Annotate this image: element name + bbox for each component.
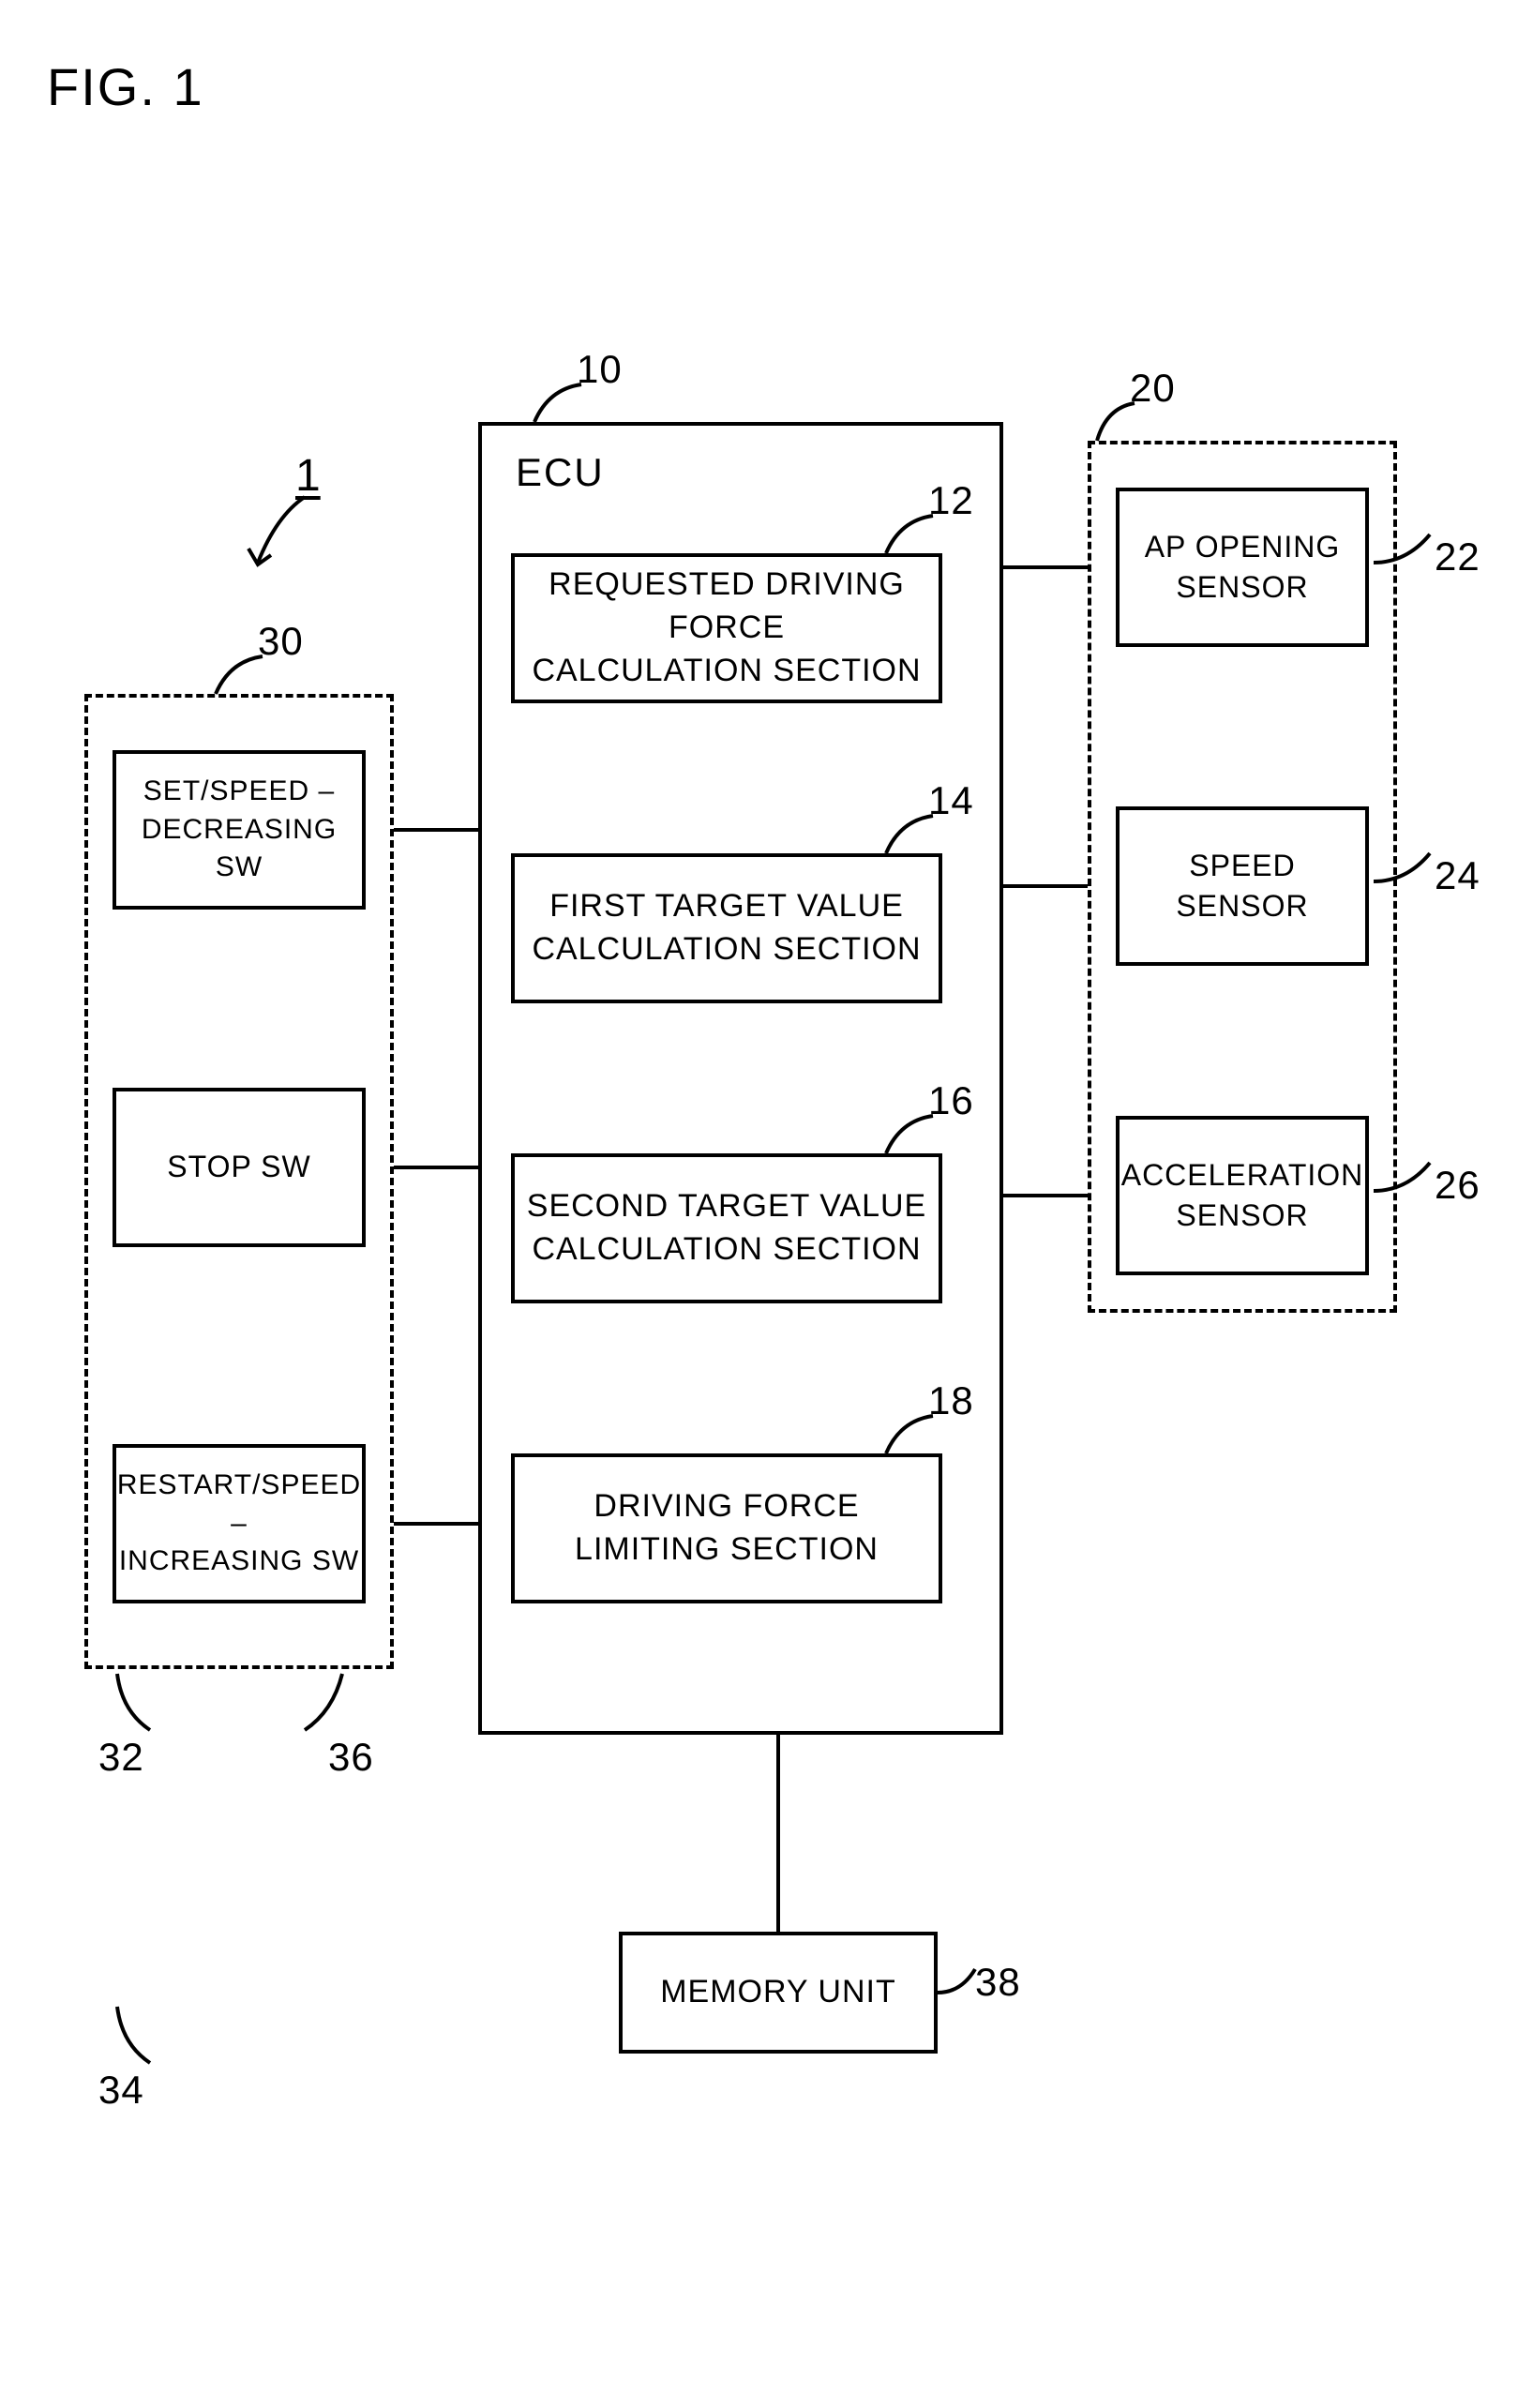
- sensor-group-ref-leader: [1092, 403, 1139, 450]
- section-16: SECOND TARGET VALUE CALCULATION SECTION: [511, 1153, 942, 1303]
- sensor-22: AP OPENING SENSOR: [1116, 488, 1369, 647]
- sensor-22-leader2: [1374, 530, 1439, 577]
- figure-title: FIG. 1: [47, 56, 204, 117]
- ecu-ref-leader: [530, 384, 586, 431]
- section-18: DRIVING FORCE LIMITING SECTION: [511, 1453, 942, 1603]
- section-12: REQUESTED DRIVING FORCE CALCULATION SECT…: [511, 553, 942, 703]
- switch-32-ref: 32: [98, 1735, 144, 1780]
- sensor-26-leader: [1374, 1158, 1439, 1205]
- system-ref-leader: [248, 497, 314, 581]
- switch-36: RESTART/SPEED – INCREASING SW: [113, 1444, 366, 1603]
- memory-box: MEMORY UNIT: [619, 1932, 938, 2054]
- switch-32: SET/SPEED – DECREASING SW: [113, 750, 366, 910]
- conn-s26-ecu: [1003, 1194, 1088, 1197]
- switch-36-leader: [300, 1674, 347, 1739]
- memory-ref-leader: [938, 1969, 984, 2007]
- section-14-leader: [881, 816, 938, 863]
- sensor-24-ref: 24: [1435, 853, 1480, 898]
- conn-sw36-ecu: [394, 1522, 478, 1526]
- switch-34: STOP SW: [113, 1088, 366, 1247]
- switch-34-leader: [113, 2007, 159, 2072]
- section-12-leader: [881, 516, 938, 563]
- conn-sw34-ecu: [394, 1166, 478, 1169]
- section-16-leader: [881, 1116, 938, 1163]
- section-14: FIRST TARGET VALUE CALCULATION SECTION: [511, 853, 942, 1003]
- sensor-26-ref: 26: [1435, 1163, 1480, 1208]
- system-ref-label: 1: [295, 450, 321, 502]
- sensor-24-leader: [1374, 849, 1439, 895]
- conn-s24-ecu: [1003, 884, 1088, 888]
- diagram-canvas: FIG. 1 1 ECU 10 REQUESTED DRIVING FORCE …: [38, 38, 1495, 2370]
- conn-sw32-ecu: [394, 828, 478, 832]
- switch-34-ref: 34: [98, 2068, 144, 2113]
- ecu-title: ECU: [516, 450, 605, 495]
- sensor-26: ACCELERATION SENSOR: [1116, 1116, 1369, 1275]
- switch-36-ref: 36: [328, 1735, 374, 1780]
- section-18-leader: [881, 1416, 938, 1463]
- conn-ecu-memory: [776, 1735, 780, 1932]
- switch-32-leader: [113, 1674, 159, 1739]
- sensor-24: SPEED SENSOR: [1116, 806, 1369, 966]
- sensor-22-ref: 22: [1435, 534, 1480, 579]
- conn-s22-ecu: [1003, 565, 1088, 569]
- switch-group-ref-leader: [211, 656, 267, 703]
